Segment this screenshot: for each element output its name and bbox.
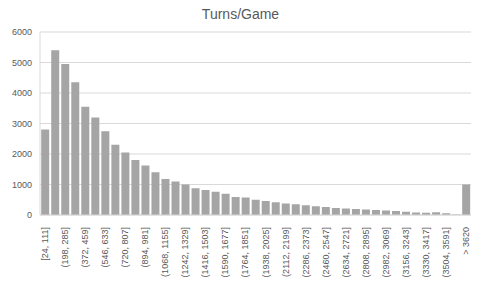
svg-text:(1242, 1329]: (1242, 1329] [180,227,190,278]
svg-text:3000: 3000 [12,119,32,129]
svg-text:(1590, 1677]: (1590, 1677] [220,227,230,278]
svg-text:(1416, 1503]: (1416, 1503] [200,227,210,278]
svg-text:(894, 981]: (894, 981] [140,227,150,268]
html-text:Turns/Game: Turns/Game [201,6,280,22]
svg-text:(2634, 2721]: (2634, 2721] [341,227,351,278]
svg-text:0: 0 [27,210,32,220]
svg-text:2000: 2000 [12,149,32,159]
svg-text:4000: 4000 [12,88,32,98]
svg-text:(546, 633]: (546, 633] [100,227,110,268]
svg-text:6000: 6000 [12,27,32,37]
svg-text:(198, 285]: (198, 285] [60,227,70,268]
svg-text:(2460, 2547]: (2460, 2547] [321,227,331,278]
svg-text:(2112, 2199]: (2112, 2199] [281,227,291,277]
svg-text:> 3620: > 3620 [461,227,471,255]
svg-text:(2982, 3069]: (2982, 3069] [381,227,391,278]
svg-text:(1068, 1155]: (1068, 1155] [160,227,170,277]
svg-text:(3330, 3417]: (3330, 3417] [421,227,431,278]
svg-text:(2808, 2895]: (2808, 2895] [361,227,371,278]
svg-text:[24, 111]: [24, 111] [40,227,50,261]
svg-text:1000: 1000 [12,180,32,190]
svg-text:5000: 5000 [12,58,32,68]
svg-text:(3504, 3591]: (3504, 3591] [441,227,451,278]
svg-text:(1938, 2025]: (1938, 2025] [261,227,271,278]
svg-text:(720, 807]: (720, 807] [120,227,130,268]
svg-text:(1764, 1851]: (1764, 1851] [240,227,250,278]
svg-text:(2286, 2373]: (2286, 2373] [301,227,311,278]
svg-text:(3156, 3243]: (3156, 3243] [401,227,411,278]
svg-text:(372, 459]: (372, 459] [80,227,90,268]
